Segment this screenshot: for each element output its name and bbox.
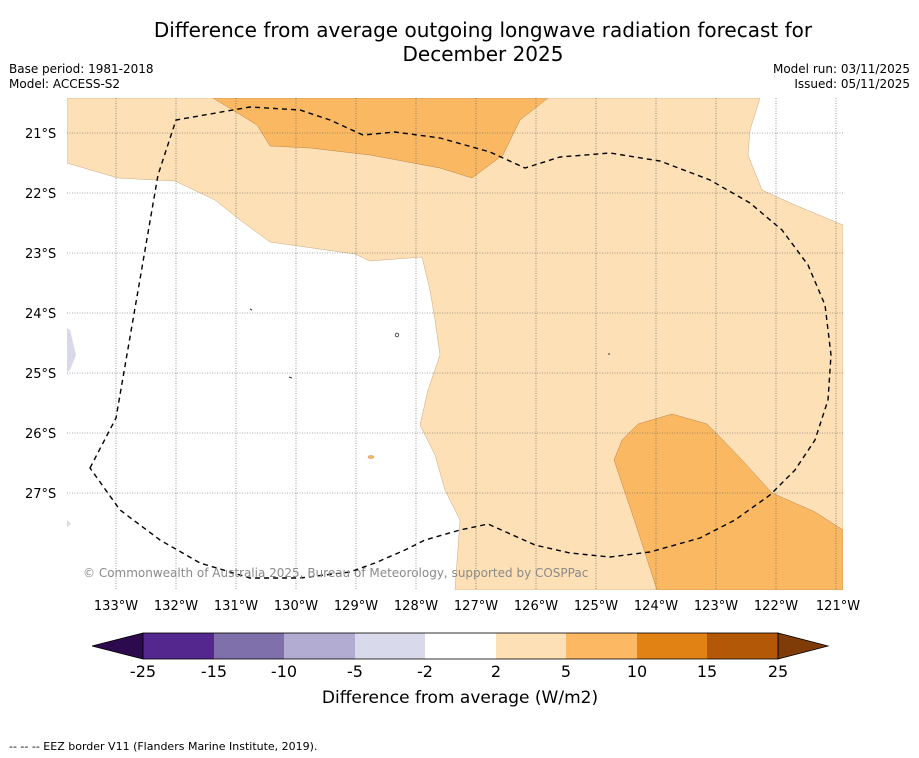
colorbar-bin <box>496 633 566 659</box>
colorbar-label: Difference from average (W/m2) <box>322 688 598 708</box>
colorbar-bin <box>425 633 496 659</box>
model-run: Model run: 03/11/2025 <box>772 62 910 76</box>
colorbar: -25 -15 -10 -5 -2 2 5 10 15 25 Differenc… <box>91 632 830 708</box>
map-area: © Commonwealth of Australia 2025, Bureau… <box>67 98 843 590</box>
lon-label: 133°W <box>94 599 138 614</box>
island-marker <box>394 332 400 338</box>
island-marker <box>288 376 293 379</box>
colorbar-tick: -15 <box>201 662 227 681</box>
lon-label: 125°W <box>574 599 618 614</box>
anomaly-region-minus-2-to-minus-5 <box>67 328 76 372</box>
colorbar-bin <box>637 633 707 659</box>
colorbar-bin <box>355 633 425 659</box>
colorbar-bin <box>284 633 355 659</box>
colorbar-tick: 2 <box>491 662 501 681</box>
colorbar-tick: -5 <box>347 662 363 681</box>
lat-label: 26°S <box>25 427 56 442</box>
colorbar-tick: -2 <box>417 662 433 681</box>
anomaly-region-5-to-10-north <box>212 98 549 179</box>
lon-label: 132°W <box>154 599 198 614</box>
colorbar-extend-high <box>777 632 830 660</box>
anomaly-speck <box>67 520 71 527</box>
model-name: Model: ACCESS-S2 <box>9 77 121 91</box>
lon-label: 128°W <box>394 599 438 614</box>
colorbar-tick: 10 <box>627 662 647 681</box>
colorbar-bin <box>566 633 637 659</box>
lon-label: 124°W <box>634 599 678 614</box>
title-line-1: Difference from average outgoing longwav… <box>153 18 813 42</box>
colorbar-tick: 5 <box>561 662 571 681</box>
eez-legend-note: -- -- -- EEZ border V11 (Flanders Marine… <box>9 740 318 753</box>
latitude-labels: 21°S 22°S 23°S 24°S 25°S 26°S 27°S <box>25 127 56 502</box>
longitude-labels: 133°W 132°W 131°W 130°W 129°W 128°W 127°… <box>94 599 860 614</box>
colorbar-bin <box>214 633 284 659</box>
colorbar-tick: -10 <box>271 662 297 681</box>
meta-right: Model run: 03/11/2025 Issued: 05/11/2025 <box>773 62 910 92</box>
graticule <box>67 98 843 590</box>
lon-label: 127°W <box>454 599 498 614</box>
colorbar-tick: 25 <box>768 662 788 681</box>
lat-label: 21°S <box>25 127 56 142</box>
title-line-2: December 2025 <box>402 42 564 66</box>
colorbar-extend-low <box>91 632 144 660</box>
anomaly-region-5-to-10-south <box>613 413 843 590</box>
copyright-notice: © Commonwealth of Australia 2025, Bureau… <box>83 566 588 580</box>
colorbar-tick: -25 <box>130 662 156 681</box>
issued-date: Issued: 05/11/2025 <box>794 77 910 91</box>
meta-left: Base period: 1981-2018 Model: ACCESS-S2 <box>9 62 154 92</box>
lon-label: 129°W <box>334 599 378 614</box>
lon-label: 121°W <box>816 599 860 614</box>
lon-label: 130°W <box>274 599 318 614</box>
lat-label: 27°S <box>25 487 56 502</box>
colorbar-bin <box>143 633 214 659</box>
island-marker <box>367 455 375 459</box>
lon-label: 122°W <box>754 599 798 614</box>
lon-label: 126°W <box>514 599 558 614</box>
lat-label: 22°S <box>25 187 56 202</box>
base-period: Base period: 1981-2018 <box>9 62 154 76</box>
colorbar-tick: 15 <box>697 662 717 681</box>
lat-label: 24°S <box>25 307 56 322</box>
eez-border <box>89 106 832 579</box>
island-marker <box>249 308 253 311</box>
lat-label: 25°S <box>25 367 56 382</box>
chart-title: Difference from average outgoing longwav… <box>60 18 906 66</box>
lon-label: 131°W <box>214 599 258 614</box>
colorbar-bin <box>707 633 778 659</box>
lat-label: 23°S <box>25 247 56 262</box>
lon-label: 123°W <box>694 599 738 614</box>
colorbar-outline <box>142 632 779 660</box>
